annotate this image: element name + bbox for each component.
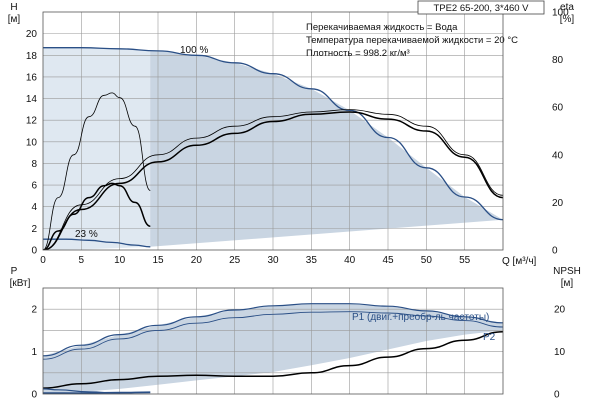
- power-axis-label: P: [11, 266, 18, 277]
- head-axis-unit: [м]: [8, 14, 21, 25]
- info-liquid: Перекачиваемая жидкость = Вода: [306, 22, 458, 33]
- x-tick-label: 10: [114, 255, 126, 266]
- npsh-curve: [43, 388, 120, 394]
- efficiency-tick-label: 40: [552, 150, 564, 161]
- bottom-curves: [43, 303, 503, 394]
- head-curve-23-percent: [43, 238, 151, 248]
- head-curve-100-percent: [43, 47, 503, 221]
- power-tick-label: 1: [31, 347, 37, 358]
- info-density: Плотность = 998.2 кг/м³: [306, 48, 410, 59]
- low-flow-area: [43, 47, 151, 250]
- head-tick-label: 18: [26, 51, 38, 62]
- efficiency-23-percent-thick: [43, 182, 151, 250]
- x-tick-label: 5: [79, 255, 85, 266]
- efficiency-23-percent-thin: [43, 92, 151, 250]
- efficiency-tick-label: 100: [552, 8, 569, 19]
- efficiency-axis-label: eta: [560, 2, 574, 13]
- x-tick-label: 35: [306, 255, 318, 266]
- bottom-plot-frame: [42, 287, 504, 395]
- head-tick-label: 6: [31, 181, 37, 192]
- p1-curve-secondary: [43, 311, 503, 360]
- x-tick-label: 50: [421, 255, 433, 266]
- npsh-axis-label: NPSH: [553, 266, 581, 277]
- power-tick-label: 2: [31, 305, 37, 316]
- head-tick-label: 10: [26, 137, 38, 148]
- info-temperature: Температура перекачиваемой жидкости = 20…: [306, 35, 518, 46]
- top-curves: [43, 47, 503, 250]
- power-tick-label: 0: [31, 390, 37, 400]
- efficiency-tick-label: 80: [552, 55, 564, 66]
- power-axis-unit: [кВт]: [10, 278, 31, 289]
- npsh-axis-unit: [м]: [561, 278, 574, 289]
- p1-curve: [43, 303, 503, 357]
- flow-axis-label: Q [м³/ч]: [502, 256, 537, 267]
- efficiency-curve-thick: [43, 111, 503, 250]
- x-tick-label: 20: [191, 255, 203, 266]
- efficiency-tick-label: 0: [552, 246, 558, 257]
- p2-curve: [43, 330, 503, 389]
- x-tick-label: 15: [152, 255, 164, 266]
- title-box: [417, 0, 545, 15]
- head-tick-label: 12: [26, 116, 38, 127]
- top-tick-labels: 0 5 10 15 20 25 30 35 40 45 50 55 0 2 4 6 8 10 12 14 16 18 20 0…: [26, 8, 569, 267]
- x-tick-label: 40: [344, 255, 356, 266]
- head-tick-label: 0: [31, 246, 37, 257]
- head-tick-label: 20: [26, 29, 38, 40]
- efficiency-tick-label: 20: [552, 198, 564, 209]
- top-plot-frame: [42, 11, 504, 251]
- x-tick-label: 0: [40, 255, 46, 266]
- efficiency-axis-unit: [%]: [560, 14, 575, 25]
- chart-title: TPE2 65-200, 3*460 V: [433, 3, 529, 14]
- x-tick-label: 45: [382, 255, 394, 266]
- x-tick-label: 55: [459, 255, 471, 266]
- head-tick-label: 2: [31, 224, 37, 235]
- p1-label: P1 (двиг.+преобр-ль частоты): [352, 311, 489, 323]
- efficiency-curve-thin: [43, 109, 503, 250]
- x-tick-label: 30: [267, 255, 279, 266]
- head-tick-label: 16: [26, 72, 38, 83]
- x-tick-label: 25: [229, 255, 241, 266]
- head-tick-label: 8: [31, 159, 37, 170]
- annotation-23-percent: 23 %: [75, 229, 98, 240]
- head-tick-label: 14: [26, 94, 38, 105]
- npsh-tick-label: 0: [554, 390, 560, 400]
- p-23-percent-curve: [43, 391, 151, 394]
- p2-label: P2: [483, 332, 496, 343]
- head-tick-label: 4: [31, 202, 37, 213]
- efficiency-tick-label: 60: [552, 103, 564, 114]
- annotation-100-percent: 100 %: [180, 45, 208, 56]
- npsh-tick-label: 10: [554, 347, 566, 358]
- head-axis-label: H: [10, 2, 17, 13]
- npsh-tick-label: 20: [554, 305, 566, 316]
